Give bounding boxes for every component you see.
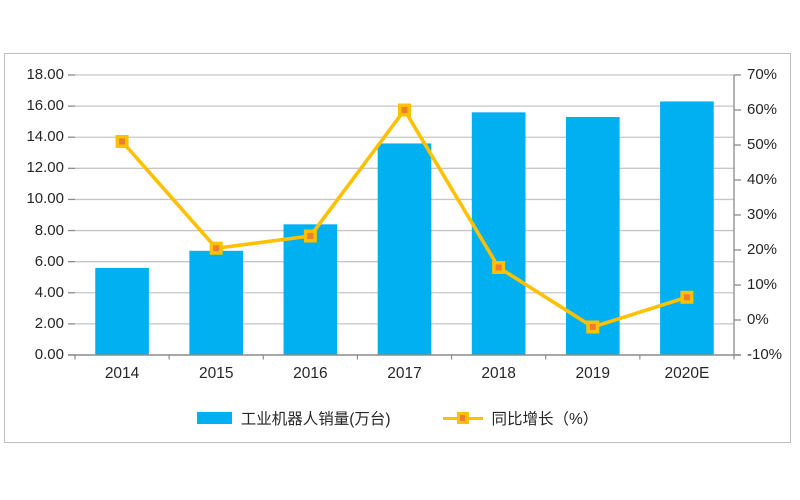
marker-center-2019 [589,324,596,330]
line-swatch-marker-icon [456,412,469,424]
y-left-tick-label: 10.00 [26,190,64,208]
line-swatch-marker-center [459,415,466,421]
bar-2015 [189,250,244,355]
legend-label-line-series: 同比增长（%） [491,411,599,428]
y-left-tick-label: 0.00 [34,346,64,363]
bar-2017 [377,143,432,355]
marker-center-2016 [307,233,314,239]
bar-series-swatch-icon [196,412,232,424]
y-right-tick-label: 0% [747,311,769,328]
y-right-tick-label: -10% [747,346,783,363]
y-right-tick-label: 20% [747,241,778,258]
marker-center-2015 [213,245,220,252]
bar-2018 [471,112,526,355]
x-axis-label-2019: 2019 [575,365,611,382]
y-left-tick-label: 4.00 [34,283,64,301]
x-axis-label-2020E: 2020E [664,365,710,382]
x-axis-label-2018: 2018 [481,365,516,382]
x-axis-label-2014: 2014 [104,365,140,382]
y-right-tick-label: 10% [747,276,778,293]
legend-label-bar-series: 工业机器人销量(万台) [240,411,391,428]
line-series-swatch-icon [442,411,483,425]
marker-center-2018 [495,264,502,271]
y-left-tick-label: 16.00 [26,97,64,115]
y-left-tick-label: 8.00 [34,221,64,239]
legend: 工业机器人销量(万台) 同比增长（%） [4,405,791,431]
legend-item-line-series: 同比增长（%） [442,407,599,429]
bar-2014 [95,267,149,355]
legend-item-bar-series: 工业机器人销量(万台) [196,407,391,429]
marker-center-2020E [683,294,690,301]
y-right-tick-label: 40% [747,171,778,188]
x-axis-label-2017: 2017 [387,365,422,382]
y-right-tick-label: 30% [747,206,778,223]
y-left-tick-label: 12.00 [26,159,64,177]
marker-center-2014 [119,138,126,145]
y-left-tick-label: 18.00 [26,66,64,83]
x-axis-label-2016: 2016 [293,365,328,382]
y-left-tick-label: 2.00 [34,314,64,332]
bar-2020E [660,101,714,355]
marker-center-2017 [401,107,408,113]
y-left-tick-label: 6.00 [34,252,64,270]
x-axis-label-2015: 2015 [198,365,234,382]
bar-2016 [283,224,338,355]
y-left-tick-label: 14.00 [26,128,64,146]
y-right-tick-label: 60% [747,101,778,118]
y-right-tick-label: 50% [747,136,778,153]
y-right-tick-label: 70% [747,66,778,83]
